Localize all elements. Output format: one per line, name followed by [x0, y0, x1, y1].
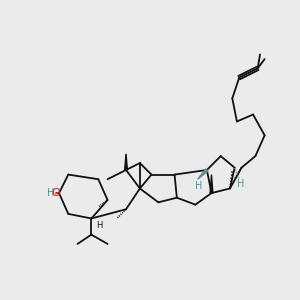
Polygon shape [210, 175, 213, 193]
Text: H: H [237, 179, 244, 189]
Text: O: O [51, 188, 60, 198]
Polygon shape [198, 169, 208, 179]
Text: H: H [96, 221, 103, 230]
Polygon shape [124, 154, 128, 170]
Text: H: H [195, 181, 202, 191]
Text: H: H [47, 188, 55, 198]
